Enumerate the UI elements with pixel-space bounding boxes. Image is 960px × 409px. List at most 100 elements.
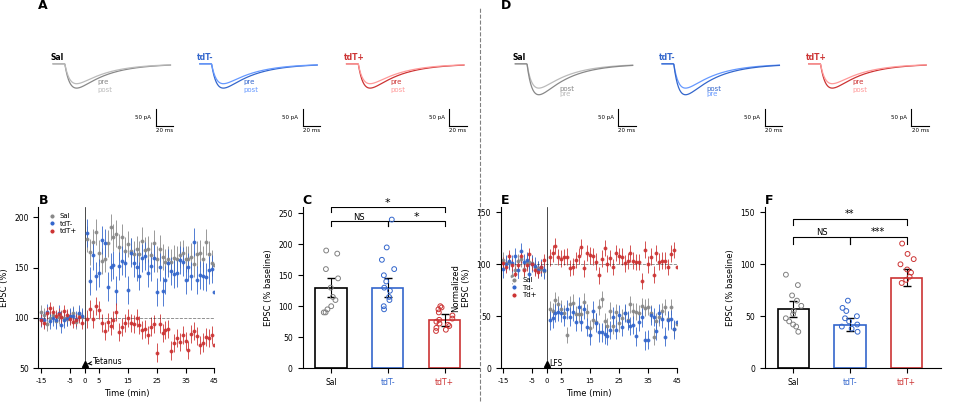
Text: NS: NS [816,228,828,237]
Point [893,261,908,267]
Point [906,256,922,263]
Text: tdT-: tdT- [660,53,676,62]
Point [850,328,865,335]
Point [442,323,457,329]
Text: 50 pA: 50 pA [135,115,152,119]
Text: D: D [500,0,511,12]
Point [444,312,460,319]
Point [903,270,919,276]
Text: **: ** [845,209,854,218]
Point [330,275,346,282]
Point [785,311,801,317]
X-axis label: Time (min): Time (min) [565,389,612,398]
Point [376,284,392,291]
Point [784,292,800,299]
Point [325,294,341,300]
Text: 20 ms: 20 ms [302,128,320,133]
Text: E: E [500,194,509,207]
Text: *: * [385,198,391,208]
Bar [778,309,808,368]
Text: LFS: LFS [550,360,563,369]
Text: NS: NS [353,213,365,222]
Point [318,266,333,272]
Point [381,294,396,300]
Y-axis label: Normalized
EPSC (%): Normalized EPSC (%) [451,264,470,312]
Point [428,328,444,334]
Point [320,306,335,312]
Text: ***: *** [871,227,885,237]
Point [387,266,402,272]
Point [429,325,444,331]
Text: tdT-: tdT- [197,53,213,62]
Point [429,319,444,325]
Point [900,266,915,273]
Text: B: B [38,194,48,207]
Point [785,321,801,328]
Point [374,256,390,263]
Text: pre: pre [97,79,108,85]
Legend: Sal, tdT-, tdT+: Sal, tdT-, tdT+ [42,211,80,237]
Point [839,308,854,314]
Text: tdT+: tdT+ [344,53,365,62]
Text: pre: pre [244,79,255,85]
Point [779,315,794,321]
Text: 50 pA: 50 pA [282,115,299,119]
Point [329,250,345,257]
Point [376,272,392,279]
Text: 50 pA: 50 pA [429,115,444,119]
Point [789,297,804,304]
Text: post: post [706,85,721,92]
Point [318,309,333,316]
Point [837,315,852,321]
Y-axis label: Normalized
EPSC (%): Normalized EPSC (%) [0,264,9,312]
Bar [834,324,866,368]
Text: tdT+: tdT+ [805,53,827,62]
Text: post: post [97,87,112,93]
Point [316,309,331,316]
Point [438,326,453,333]
Point [384,216,399,223]
Point [432,317,447,323]
Text: pre: pre [560,91,570,97]
Text: post: post [560,85,574,92]
Point [844,326,859,332]
Y-axis label: EPSC (% baseline): EPSC (% baseline) [264,249,273,326]
Text: pre: pre [391,79,402,85]
Bar [372,288,403,368]
Point [900,251,915,257]
Text: 20 ms: 20 ms [912,128,929,133]
Point [895,240,910,247]
Point [850,321,865,328]
Point [376,303,392,310]
Point [899,276,914,283]
Text: 50 pA: 50 pA [891,115,907,119]
Point [382,297,397,303]
Text: pre: pre [852,79,864,85]
Point [781,318,797,325]
Point [788,323,804,330]
Point [378,278,394,285]
Point [902,274,918,280]
Point [444,315,460,322]
Point [327,297,343,303]
Point [382,288,397,294]
Point [791,328,806,335]
Text: post: post [244,87,259,93]
Text: 20 ms: 20 ms [156,128,173,133]
Point [434,304,449,311]
X-axis label: Time (min): Time (min) [104,389,149,398]
Text: Tetanus: Tetanus [87,357,123,366]
Point [894,280,909,286]
Text: A: A [38,0,48,12]
Text: 20 ms: 20 ms [765,128,782,133]
Point [379,244,395,251]
Point [433,303,448,310]
Point [794,303,809,309]
Text: pre: pre [706,91,717,97]
Point [431,309,446,316]
Text: *: * [414,211,419,222]
Point [779,272,794,278]
Text: post: post [391,87,405,93]
Point [841,318,856,325]
Point [432,320,447,327]
